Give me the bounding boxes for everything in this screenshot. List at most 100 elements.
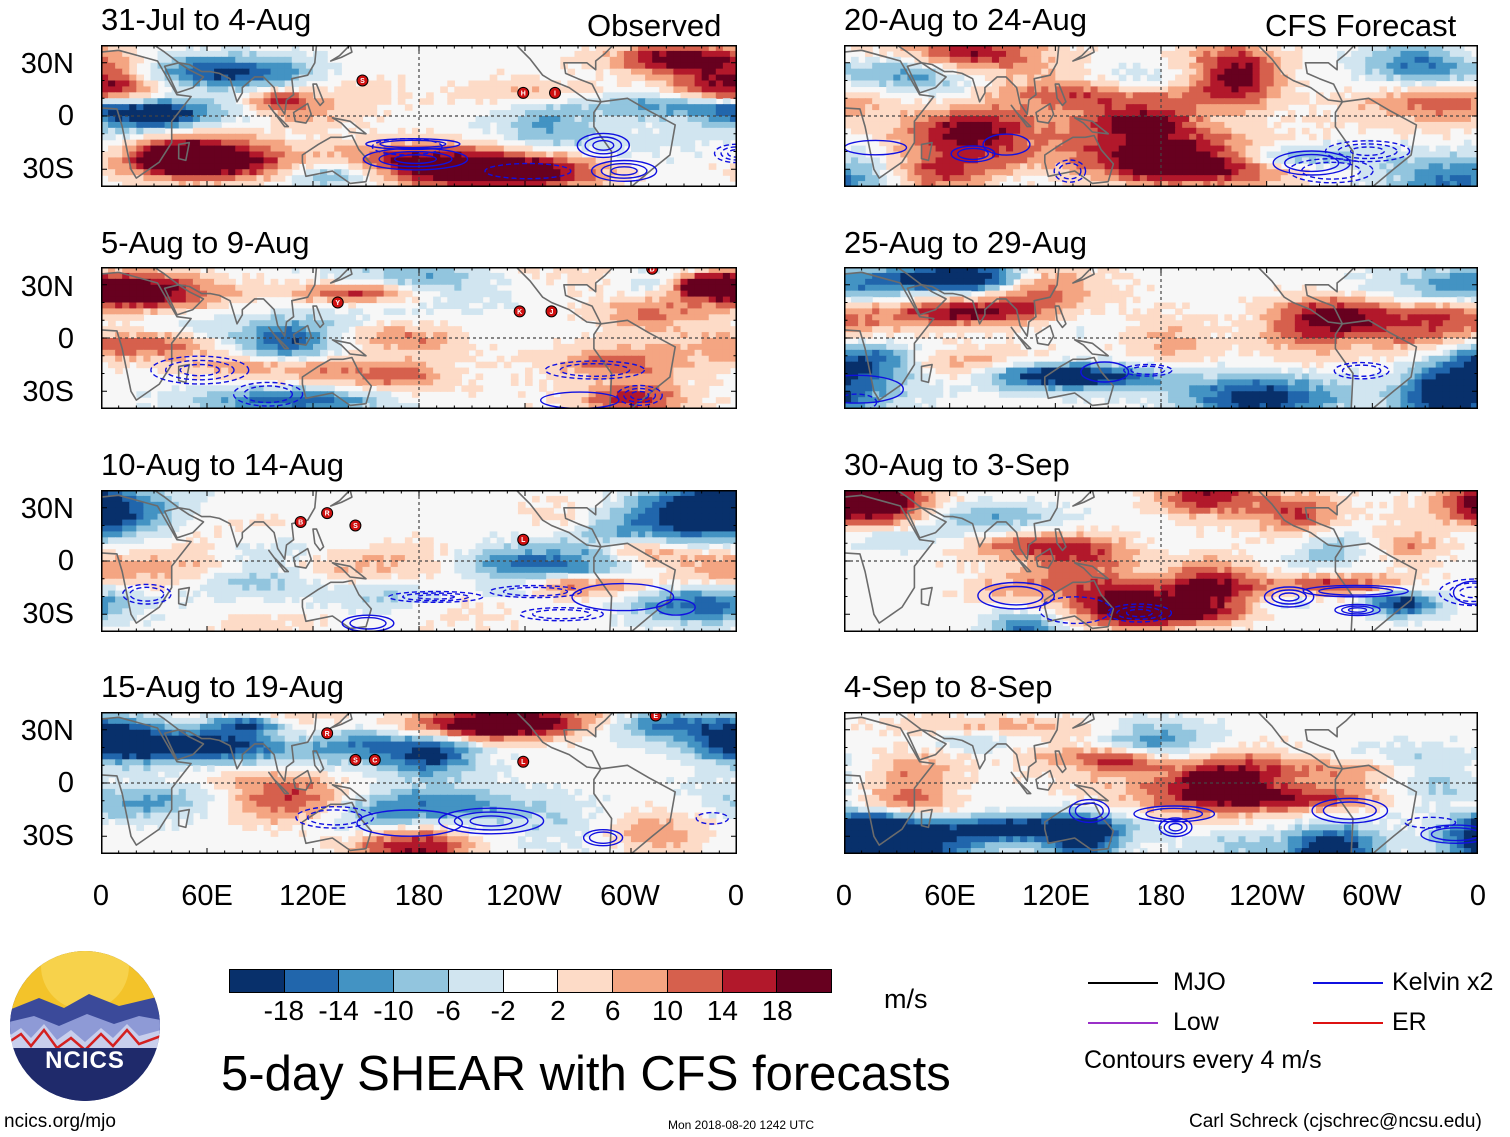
svg-text:I: I (554, 90, 556, 97)
cfs-forecast-label: CFS Forecast (1265, 8, 1457, 43)
kelvin-contour (489, 584, 583, 599)
legend-label-kelvin: Kelvin x2 (1392, 968, 1494, 996)
tropical-cyclone-marker: S (349, 753, 362, 766)
kelvin-contour (484, 162, 572, 180)
coastline (515, 267, 615, 325)
kelvin-contour (532, 608, 592, 620)
kelvin-contour (1145, 807, 1204, 821)
svg-text:S: S (360, 78, 365, 85)
kelvin-contour (1341, 364, 1382, 377)
coastline (101, 490, 318, 560)
lat-label-30n: 30N (20, 715, 74, 747)
kelvin-contour (1106, 603, 1173, 623)
coastline (593, 319, 677, 409)
coastline (844, 712, 1060, 782)
tropical-cyclone-marker: H (517, 86, 530, 99)
tropical-cyclone-marker: C (368, 753, 381, 766)
kelvin-contour (519, 606, 604, 622)
kelvin-contour (1163, 819, 1188, 835)
coastline (329, 267, 353, 284)
coastline (331, 562, 367, 580)
coastline (101, 712, 318, 782)
lat-label-eq: 0 (57, 323, 74, 355)
kelvin-contour (1278, 592, 1300, 602)
map-frame (844, 490, 1478, 632)
coastline (844, 45, 1060, 115)
coastline (1010, 771, 1032, 795)
shear-map-observed-3: B R S L (101, 490, 737, 632)
kelvin-contour (387, 590, 484, 604)
lon-label-120w: 120W (486, 880, 562, 912)
footer-url[interactable]: ncics.org/mjo (4, 1111, 116, 1132)
colorbar-tick-label: -14 (318, 995, 359, 1026)
kelvin-contour (438, 807, 545, 835)
coastline (312, 305, 325, 329)
coastline (1073, 117, 1110, 135)
kelvin-contour (1272, 150, 1351, 176)
coastline (1257, 490, 1356, 548)
kelvin-contour (356, 809, 464, 837)
kelvin-contour (1130, 365, 1166, 376)
legend-line-low (1088, 1022, 1158, 1024)
coastline (292, 324, 312, 346)
kelvin-contour (1080, 361, 1130, 383)
coastline (163, 283, 205, 316)
coastline (1073, 339, 1110, 357)
kelvin-contour (1058, 162, 1082, 180)
kelvin-contour (1334, 603, 1381, 617)
coastline (1072, 712, 1095, 729)
tropical-cyclone-marker: R (321, 507, 334, 520)
coastline (1010, 549, 1032, 573)
kelvin-contour (243, 385, 294, 404)
ncics-logo: NCICS (10, 951, 160, 1101)
coastline (312, 750, 325, 774)
colorbar (229, 969, 832, 993)
svg-text:B: B (298, 519, 303, 526)
lat-label-eq: 0 (57, 767, 74, 799)
kelvin-contour (121, 583, 172, 605)
shear-map-observed-4: R S C L E (101, 712, 737, 854)
kelvin-contour (394, 154, 438, 165)
kelvin-contour (1318, 586, 1394, 596)
kelvin-contour (616, 384, 663, 406)
kelvin-contour (844, 393, 878, 409)
lon-label-120w: 120W (1229, 880, 1305, 912)
colorbar-swatch (613, 970, 668, 992)
kelvin-contour (164, 359, 235, 381)
coastline (177, 586, 191, 607)
coastline (163, 506, 205, 539)
lon-label-360: 0 (727, 880, 745, 912)
map-frame (101, 45, 737, 187)
kelvin-contour (559, 362, 631, 377)
kelvin-contour (571, 582, 675, 612)
colorbar-tick-label: 10 (651, 995, 684, 1026)
legend-line-mjo (1088, 982, 1158, 984)
lat-label-30s: 30S (22, 820, 74, 852)
panel-title-fc-1: 20-Aug to 24-Aug (844, 2, 1088, 37)
coastline (177, 141, 191, 162)
map-frame (844, 45, 1478, 187)
coastline (1010, 326, 1032, 350)
coastline (920, 808, 933, 829)
panel-title-obs-1: 31-Jul to 4-Aug (101, 2, 312, 37)
coastline (301, 356, 373, 407)
lon-label-0: 0 (835, 880, 853, 912)
coastline (1257, 267, 1356, 325)
lon-label-0: 0 (92, 880, 110, 912)
coastline (593, 764, 677, 854)
kelvin-contour (129, 586, 165, 602)
tropical-cyclone-marker: L (517, 755, 530, 768)
coastline (593, 542, 677, 632)
kelvin-contour (232, 381, 304, 407)
svg-text:D: D (650, 267, 655, 273)
kelvin-contour (988, 585, 1044, 606)
footer-timestamp: Mon 2018-08-20 1242 UTC (668, 1118, 815, 1132)
map-frame (101, 712, 737, 854)
kelvin-contour (629, 390, 650, 401)
kelvin-contour (402, 592, 470, 602)
shear-map-forecast-3 (844, 490, 1478, 632)
colorbar-tick-label: 2 (550, 995, 566, 1026)
units-label: m/s (884, 984, 928, 1014)
coastline (1334, 542, 1418, 632)
colorbar-tick-label: -2 (490, 995, 516, 1026)
